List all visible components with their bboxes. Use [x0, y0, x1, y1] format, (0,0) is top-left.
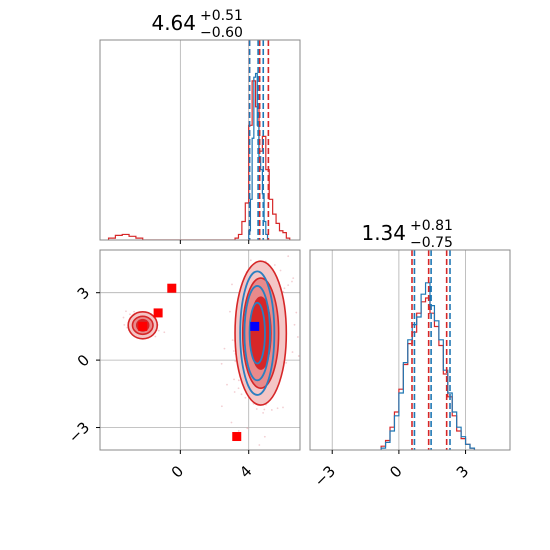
- y-tick-label: −3: [65, 418, 93, 446]
- sample-point: [293, 323, 296, 326]
- histogram-step-series-0: [107, 80, 291, 240]
- tick-labels-right: −3 0 3: [311, 462, 473, 490]
- grid-top: [179, 40, 250, 240]
- sample-point: [229, 310, 231, 313]
- sample-point: [263, 435, 266, 438]
- y-tick-label: 0: [74, 351, 93, 370]
- x-tick-label: 0: [386, 462, 405, 481]
- sample-point: [237, 387, 240, 390]
- sample-point: [223, 347, 226, 350]
- sample-point: [246, 427, 249, 430]
- panel-top-marginal: 4.64 +0.51 −0.60: [99, 8, 301, 244]
- sample-point: [291, 280, 293, 283]
- title-right-value: 1.34: [361, 221, 406, 245]
- y-tick-label: 3: [74, 284, 93, 303]
- x-tick-label: 0: [168, 462, 187, 481]
- sample-point: [232, 350, 235, 352]
- sample-point: [263, 408, 266, 411]
- marker-square: [138, 321, 148, 331]
- sample-point: [233, 391, 236, 393]
- sample-point: [270, 409, 273, 411]
- panel-right-marginal: −3 0 3 1.34 +0.81 −0.75: [309, 218, 511, 490]
- sample-point: [226, 383, 228, 386]
- sample-point: [122, 316, 125, 319]
- sample-point: [129, 313, 131, 316]
- blue-contour-level-2: [239, 270, 276, 396]
- sample-point: [283, 287, 286, 290]
- sample-point: [282, 290, 285, 293]
- ticks-top: [179, 240, 250, 244]
- sample-point: [220, 362, 223, 365]
- marker-square: [153, 308, 163, 318]
- sample-point: [231, 283, 233, 286]
- sample-point: [237, 379, 240, 382]
- hist-right: [380, 282, 476, 450]
- blue-contour-level-0: [248, 301, 266, 365]
- sample-point: [255, 408, 258, 410]
- ticks-joint: [96, 292, 250, 454]
- sample-point: [157, 329, 160, 332]
- sample-point: [231, 339, 234, 342]
- sample-point: [262, 411, 264, 414]
- quantiles-top: [248, 40, 270, 240]
- frame-right: [309, 249, 511, 451]
- x-tick-label: 3: [453, 462, 472, 481]
- x-tick-label: 4: [236, 462, 255, 481]
- sample-point: [285, 361, 287, 364]
- sample-point: [296, 336, 299, 338]
- frame-top: [99, 39, 301, 241]
- title-right: 1.34 +0.81 −0.75: [361, 218, 452, 251]
- sample-point: [288, 224, 290, 226]
- panel-joint: 0 4 3 0 −3: [65, 222, 301, 482]
- sample-point: [287, 284, 290, 287]
- x-tick-label: −3: [311, 462, 339, 490]
- sample-point: [282, 406, 284, 409]
- quantiles-right: [411, 250, 451, 450]
- sample-point: [163, 331, 166, 334]
- sample-point: [249, 259, 252, 262]
- sample-point: [133, 310, 136, 313]
- sample-point: [230, 421, 233, 424]
- histogram-step-series-1: [380, 282, 476, 450]
- sample-point: [233, 378, 235, 381]
- sample-point: [295, 311, 298, 314]
- title-right-minus: −0.75: [410, 235, 453, 251]
- title-right-plus: +0.81: [410, 218, 453, 234]
- sample-point: [279, 269, 282, 272]
- sample-point: [125, 310, 127, 313]
- marker-square: [167, 283, 177, 293]
- sample-point: [255, 452, 257, 454]
- marker-square: [232, 432, 242, 442]
- sample-point: [287, 255, 290, 258]
- title-top-minus: −0.60: [200, 25, 243, 41]
- sample-point: [276, 407, 279, 410]
- histogram-step-series-0: [380, 297, 476, 450]
- marker-square: [250, 321, 260, 331]
- sample-point: [123, 324, 126, 326]
- grid-right: [331, 250, 466, 450]
- ticks-right: [331, 450, 467, 454]
- title-top: 4.64 +0.51 −0.60: [151, 8, 242, 41]
- contours-joint: [127, 260, 288, 406]
- frame-joint: [99, 249, 301, 451]
- markers-joint: [138, 283, 260, 442]
- sample-point: [273, 264, 276, 266]
- sample-point: [154, 335, 157, 338]
- sample-point: [258, 444, 261, 446]
- blue-contour-level-1: [243, 285, 271, 382]
- title-top-value: 4.64: [151, 11, 196, 35]
- sample-point: [297, 355, 300, 357]
- sample-point: [292, 277, 295, 280]
- sample-point: [244, 396, 247, 399]
- sample-point: [291, 351, 294, 353]
- title-top-plus: +0.51: [200, 8, 243, 24]
- sample-point: [234, 360, 237, 363]
- sample-point: [281, 222, 283, 224]
- sample-point: [220, 405, 223, 408]
- sample-point: [237, 430, 240, 432]
- sample-point: [240, 393, 243, 396]
